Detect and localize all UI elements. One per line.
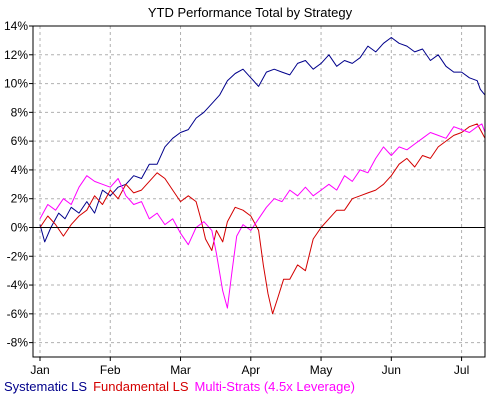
x-tick-label: May bbox=[310, 363, 333, 377]
y-tick-label: -8% bbox=[7, 336, 29, 350]
y-tick-label: 6% bbox=[11, 134, 29, 148]
x-tick-label: Jul bbox=[454, 363, 469, 377]
y-tick-label: 8% bbox=[11, 105, 29, 119]
plot-frame bbox=[32, 25, 486, 358]
legend-entry-3: Multi-Strats (4.5x Leverage) bbox=[195, 379, 355, 394]
x-tick-label: Mar bbox=[170, 363, 191, 377]
axis-layer bbox=[29, 25, 486, 361]
legend-entry-1: Systematic LS bbox=[4, 379, 87, 394]
legend: Systematic LS Fundamental LS Multi-Strats … bbox=[4, 379, 355, 394]
x-tick-label: Feb bbox=[100, 363, 121, 377]
y-tick-label: -6% bbox=[7, 307, 29, 321]
chart-title: YTD Performance Total by Strategy bbox=[148, 5, 353, 20]
grid-layer bbox=[33, 25, 485, 357]
series-line-1 bbox=[39, 37, 486, 243]
y-tick-label: 12% bbox=[4, 48, 28, 62]
series-layer bbox=[39, 37, 486, 315]
series-line-2 bbox=[39, 123, 486, 315]
y-tick-label: 14% bbox=[4, 19, 28, 33]
y-tick-label: -2% bbox=[7, 249, 29, 263]
y-tick-label: 10% bbox=[4, 77, 28, 91]
legend-entry-2: Fundamental LS bbox=[93, 379, 189, 394]
x-tick-label: Apr bbox=[241, 363, 260, 377]
y-tick-label: 0% bbox=[11, 220, 29, 234]
x-tick-label: Jun bbox=[382, 363, 401, 377]
series-line-3 bbox=[39, 123, 486, 309]
y-tick-label: 4% bbox=[11, 163, 29, 177]
label-layer: 14% 12% 10% 8% 6% 4% 2% 0% -2% -4% -6% -8%Jan Feb Mar… bbox=[4, 19, 469, 377]
y-tick-label: -4% bbox=[7, 278, 29, 292]
x-tick-label: Jan bbox=[30, 363, 49, 377]
y-tick-label: 2% bbox=[11, 192, 29, 206]
